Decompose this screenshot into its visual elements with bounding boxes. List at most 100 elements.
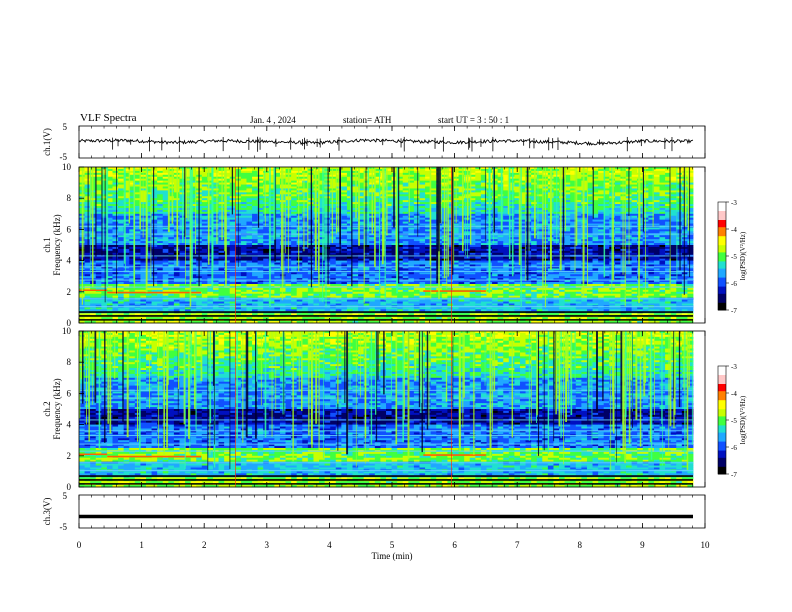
spectrogram-cell <box>430 219 437 222</box>
spectrogram-cell <box>257 235 264 238</box>
spectrogram-cell <box>492 227 499 230</box>
spectrogram-cell <box>268 196 275 199</box>
spectrogram-cell <box>279 178 286 182</box>
spectrogram-cell <box>659 196 666 199</box>
spectrogram-cell <box>386 178 392 182</box>
spectrogram-cell <box>575 192 582 195</box>
spectrogram-cell <box>291 192 298 195</box>
spectrogram-cell <box>631 172 638 176</box>
spectrogram-cell <box>425 204 432 207</box>
spectrogram-cell <box>653 231 660 234</box>
spectrogram-cell <box>123 182 130 185</box>
spectrogram-cell <box>101 168 108 172</box>
spectrogram-cell <box>162 246 169 250</box>
spectrogram-cell <box>559 200 566 203</box>
spectrogram-cell <box>240 170 247 174</box>
spectrogram-cell <box>536 178 543 182</box>
spectrogram-cell <box>497 190 504 193</box>
spectrogram-cell <box>341 192 348 195</box>
spectrogram-cell <box>123 211 130 215</box>
spectrogram-cell <box>670 221 677 224</box>
spectrogram-cell <box>508 196 515 199</box>
spectrogram-cell <box>497 192 504 195</box>
spectrogram-cell <box>469 194 476 197</box>
spectrogram-cell <box>519 180 526 183</box>
spectrogram-cell <box>302 200 309 203</box>
spectrogram-cell <box>519 213 526 217</box>
spectrogram-cell <box>374 194 381 197</box>
spectrogram-cell <box>514 223 521 226</box>
spectrogram-cell <box>492 237 499 240</box>
spectrogram-cell <box>268 188 275 191</box>
spectrogram-cell <box>408 209 415 213</box>
spectrogram-cell <box>296 207 303 211</box>
spectrogram-cell <box>687 167 694 170</box>
spectrogram-cell <box>570 246 577 250</box>
spectrogram-cell <box>352 246 359 250</box>
spectrogram-cell <box>162 243 169 246</box>
spectrogram-cell <box>386 196 392 199</box>
spectrogram-cell <box>659 178 666 182</box>
spectrogram-cell <box>464 252 471 256</box>
spectrogram-cell <box>168 174 175 178</box>
spectrogram-cell <box>84 250 91 254</box>
spectrogram-cell <box>413 200 420 203</box>
spectrogram-cell <box>252 192 259 195</box>
spectrogram-cell <box>397 174 404 178</box>
spectrogram-cell <box>525 231 532 234</box>
spectrogram-cell <box>503 202 510 205</box>
spectrogram-cell <box>246 237 253 240</box>
spectrogram-cell <box>363 170 370 174</box>
spectrogram-cell <box>419 202 426 205</box>
spectrogram-cell <box>386 209 392 213</box>
spectrogram-cell <box>363 168 370 172</box>
spectrogram-cell <box>475 221 482 224</box>
spectrogram-cell <box>575 219 582 222</box>
spectrogram-cell <box>224 196 231 199</box>
spectrogram-cell <box>123 217 130 221</box>
spectrogram-cell <box>229 237 236 240</box>
spectrogram-cell <box>319 209 325 213</box>
spectrogram-cell <box>676 252 683 256</box>
spectrogram-cell <box>492 217 499 221</box>
spectrogram-cell <box>302 194 309 197</box>
spectrogram-cell <box>185 245 192 248</box>
spectrogram-cell <box>358 221 365 224</box>
spectrogram-cell <box>358 250 365 254</box>
spectrogram-cell <box>346 227 353 230</box>
spectrogram-cell <box>330 206 337 209</box>
spectrogram-cell <box>112 190 119 193</box>
spectrogram-cell <box>592 215 599 219</box>
spectrogram-cell <box>201 198 208 201</box>
spectrogram-cell <box>670 252 677 256</box>
spectrogram-cell <box>603 184 610 187</box>
spectrogram-cell <box>402 206 409 209</box>
spectrogram-cell <box>492 198 499 201</box>
spectrogram-cell <box>246 176 253 180</box>
spectrogram-cell <box>162 188 169 191</box>
spectrogram-cell <box>112 213 119 217</box>
spectrogram-cell <box>397 204 404 207</box>
spectrogram-cell <box>402 221 409 224</box>
spectrogram-cell <box>447 206 454 209</box>
spectrogram-cell <box>296 223 303 226</box>
spectrogram-cell <box>603 227 610 230</box>
spectrogram-cell <box>201 209 208 213</box>
spectrogram-cell <box>240 178 247 182</box>
spectrogram-cell <box>402 207 409 211</box>
spectrogram-cell <box>252 213 259 217</box>
spectrogram-cell <box>475 184 482 187</box>
spectrogram-cell <box>575 231 582 234</box>
spectrogram-cell <box>592 192 599 195</box>
spectrogram-cell <box>201 190 208 193</box>
spectrogram-cell <box>525 200 532 203</box>
spectrogram-cell <box>570 188 577 191</box>
spectrogram-cell <box>162 186 169 189</box>
spectrogram-cell <box>279 215 286 219</box>
spectrogram-cell <box>687 184 694 187</box>
spectrogram-cell <box>257 245 264 248</box>
spectrogram-cell <box>302 245 309 248</box>
spectrogram-cell <box>687 178 694 182</box>
spectrogram-cell <box>603 221 610 224</box>
spectrogram-cell <box>586 213 593 217</box>
